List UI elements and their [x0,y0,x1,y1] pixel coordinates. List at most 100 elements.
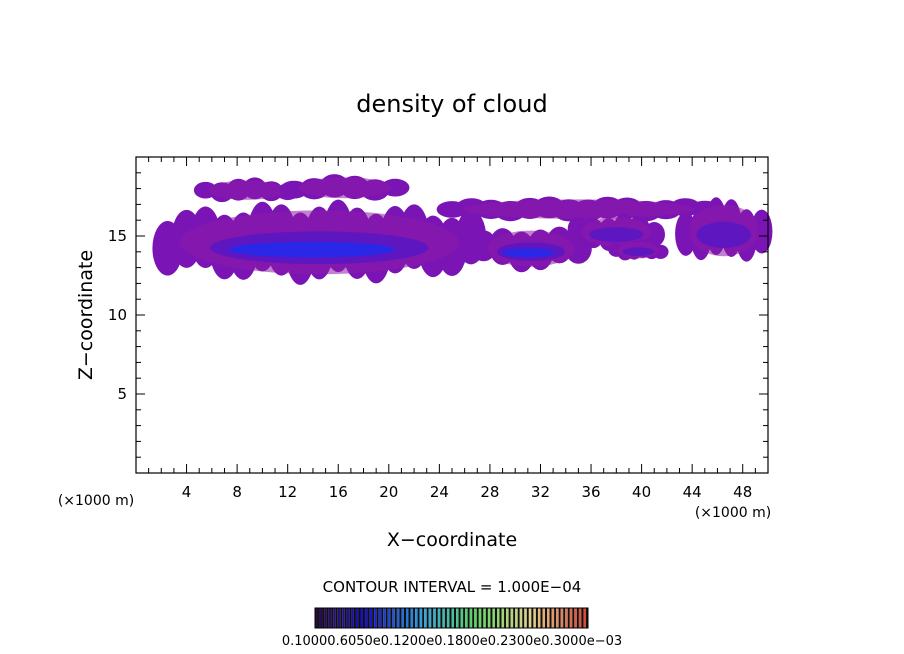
colorbar-swatch [433,608,436,628]
colorbar-swatch [574,608,577,628]
colorbar-divider [554,608,557,628]
colorbar-swatch [497,608,500,628]
x-tick-label: 32 [531,483,550,501]
colorbar-swatch [583,608,586,628]
x-tick-label: 40 [632,483,651,501]
colorbar-divider [476,608,479,628]
colorbar-divider [576,608,579,628]
colorbar-swatch [337,608,341,628]
colorbar-swatch [465,608,468,628]
colorbar-swatch [378,608,382,628]
x-tick-label: 4 [182,483,192,501]
colorbar-swatch [415,608,418,628]
colorbar-divider [426,608,429,628]
colorbar-divider [490,608,493,628]
colorbar-divider [413,608,416,628]
colorbar-divider [399,608,402,628]
colorbar-divider [567,608,570,628]
cloud-mid [622,247,655,256]
colorbar-divider [331,608,334,628]
colorbar-divider [467,608,470,628]
cloud-region [436,196,721,222]
colorbar-swatch [315,608,318,628]
colorbar-swatch [406,608,409,628]
x-tick-label: 8 [232,483,242,501]
colorbar-divider [349,608,352,628]
y-tick-label: 10 [108,306,127,324]
colorbar-swatch [537,608,541,628]
colorbar-swatch [424,608,427,628]
colorbar-swatch [360,608,364,628]
cloud-density-fill [152,174,773,285]
colorbar-divider [472,608,475,628]
colorbar-swatch [437,608,441,628]
colorbar-divider [340,608,343,628]
colorbar-divider [449,608,452,628]
colorbar-divider [549,608,552,628]
colorbar-divider [322,608,325,628]
colorbar-divider [481,608,484,628]
colorbar-divider [499,608,502,628]
contour-interval-label: CONTOUR INTERVAL = 1.000E−04 [323,578,582,596]
colorbar-swatch [374,608,377,628]
colorbar-divider [372,608,375,628]
colorbar-divider [417,608,420,628]
x-units-left: (×1000 m) [58,493,134,509]
x-tick-label: 20 [379,483,398,501]
colorbar-swatch [519,608,523,628]
colorbar-divider [581,608,584,628]
colorbar-divider [504,608,507,628]
colorbar-swatch [351,608,354,628]
colorbar-divider [558,608,561,628]
colorbar-swatch [451,608,455,628]
colorbar-divider [563,608,566,628]
colorbar-divider [454,608,457,628]
colorbar-swatch [333,608,336,628]
x-axis-ticks: 4 8 12 16 20 24 28 32 36 40 44 48 [148,157,756,501]
x-tick-label: 48 [733,483,752,501]
colorbar-swatch [387,608,391,628]
colorbar-swatch [346,608,350,628]
y-axis-ticks: 5 10 15 [108,172,768,458]
cloud-edge [208,180,285,200]
chart-title: density of cloud [356,90,547,118]
colorbar-divider [440,608,443,628]
colorbar-swatch [365,608,368,628]
colorbar-divider [381,608,384,628]
colorbar-divider [435,608,438,628]
colorbar-swatch [324,608,327,628]
x-tick-label: 44 [683,483,702,501]
colorbar-divider [385,608,388,628]
colorbar-swatch [551,608,555,628]
colorbar-divider [444,608,447,628]
x-tick-label: 36 [581,483,600,501]
colorbar-divider [394,608,397,628]
colorbar-swatch [560,608,564,628]
colorbar-swatch [419,608,423,628]
colorbar-divider [326,608,329,628]
colorbar-divider [572,608,575,628]
cloud-mid [696,221,752,249]
colorbar-divider [485,608,488,628]
colorbar-swatch [355,608,359,628]
cloud-edge [298,177,392,199]
colorbar-swatch [542,608,546,628]
y-axis-label: Z−coordinate [75,250,97,380]
colorbar-swatch [442,608,445,628]
cloud-region [567,213,665,251]
colorbar-swatch [428,608,432,628]
cloud-mid [589,227,644,243]
colorbar-divider [317,608,320,628]
cloud-core [502,248,555,258]
colorbar-swatch [456,608,459,628]
x-tick-label: 16 [329,483,348,501]
colorbar-divider [408,608,411,628]
cloud-edge [462,199,695,219]
x-tick-label: 28 [480,483,499,501]
x-tick-label: 12 [278,483,297,501]
colorbar-divider [458,608,461,628]
colorbar-swatch [342,608,345,628]
colorbar-swatch [328,608,332,628]
colorbar-divider [531,608,534,628]
